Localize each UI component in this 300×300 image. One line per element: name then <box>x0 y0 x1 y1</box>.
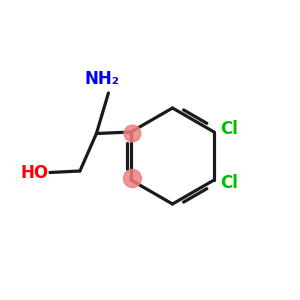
Circle shape <box>124 125 141 142</box>
Text: NH₂: NH₂ <box>85 70 120 88</box>
Text: HO: HO <box>20 164 48 181</box>
Text: Cl: Cl <box>220 120 238 138</box>
Circle shape <box>123 169 141 188</box>
Text: Cl: Cl <box>220 174 238 192</box>
